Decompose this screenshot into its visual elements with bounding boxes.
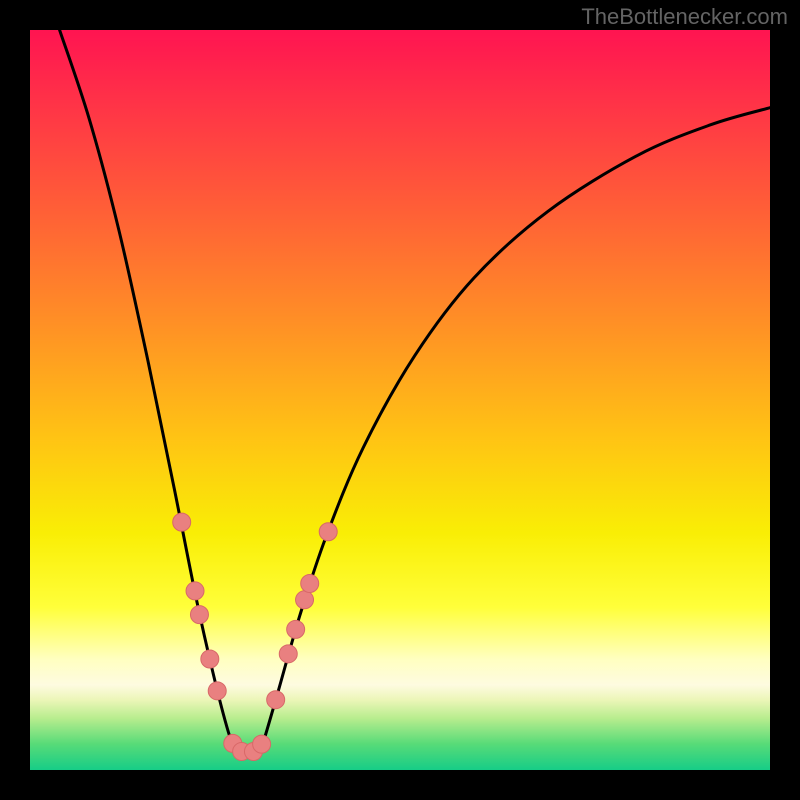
data-marker — [186, 582, 204, 600]
data-marker — [208, 682, 226, 700]
chart-container: TheBottlenecker.com — [0, 0, 800, 800]
watermark-text: TheBottlenecker.com — [581, 4, 788, 30]
data-marker — [190, 606, 208, 624]
data-marker — [319, 523, 337, 541]
data-marker — [279, 645, 297, 663]
gradient-background — [30, 30, 770, 770]
data-marker — [267, 691, 285, 709]
data-marker — [296, 591, 314, 609]
data-marker — [301, 575, 319, 593]
data-marker — [173, 513, 191, 531]
data-marker — [253, 735, 271, 753]
chart-svg — [30, 30, 770, 770]
data-marker — [201, 650, 219, 668]
data-marker — [287, 620, 305, 638]
plot-area — [30, 30, 770, 770]
